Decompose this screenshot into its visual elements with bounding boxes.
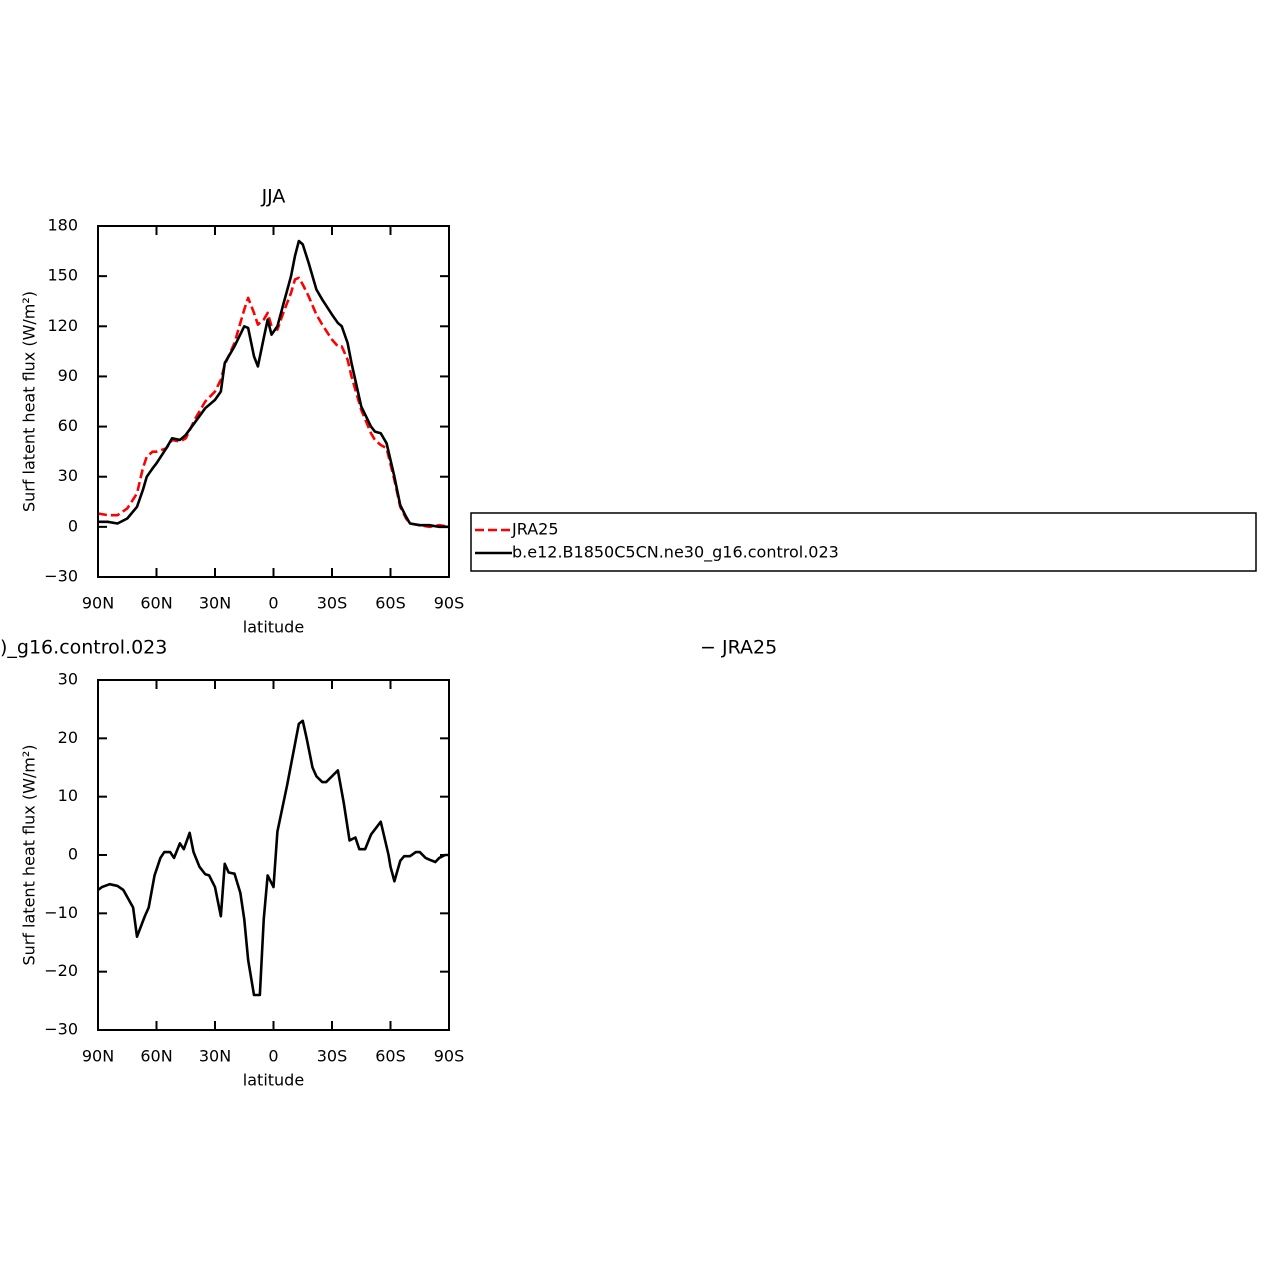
chart-title: − JRA25: [700, 637, 777, 659]
legend-label: b.e12.B1850C5CN.ne30_g16.control.023: [512, 543, 839, 563]
y-tick-label: −20: [44, 961, 78, 980]
x-tick-label: 30S: [317, 1047, 348, 1066]
y-axis-label: Surf latent heat flux (W/m²): [20, 744, 39, 965]
x-tick-label: 90N: [82, 1047, 114, 1066]
x-tick-label: 90N: [82, 594, 114, 613]
x-tick-label: 0: [268, 594, 278, 613]
y-tick-label: 30: [58, 670, 78, 689]
x-axis-label: latitude: [243, 618, 304, 637]
y-tick-label: −10: [44, 903, 78, 922]
legend-label: JRA25: [511, 520, 559, 539]
x-tick-label: 60S: [375, 1047, 406, 1066]
x-axis-label: latitude: [243, 1071, 304, 1090]
data-line: [98, 239, 449, 529]
y-tick-label: −30: [44, 1020, 78, 1039]
x-tick-label: 30N: [199, 1047, 231, 1066]
chart-title: )_g16.control.023: [0, 637, 167, 659]
plot-frame: [97, 225, 450, 578]
x-tick-label: 60S: [375, 594, 406, 613]
y-tick-label: 120: [47, 316, 78, 335]
y-tick-label: 180: [47, 216, 78, 235]
y-tick-label: 30: [58, 466, 78, 485]
x-tick-label: 90S: [434, 1047, 465, 1066]
x-tick-label: 30S: [317, 594, 348, 613]
legend-box: [470, 512, 1257, 572]
x-tick-label: 60N: [140, 1047, 172, 1066]
y-tick-label: −30: [44, 567, 78, 586]
y-tick-label: 150: [47, 266, 78, 285]
y-tick-label: 60: [58, 416, 78, 435]
y-tick-label: 0: [68, 845, 78, 864]
y-tick-label: 20: [58, 728, 78, 747]
x-tick-label: 90S: [434, 594, 465, 613]
y-tick-label: 90: [58, 366, 78, 385]
plot-frame: [97, 679, 450, 1031]
y-axis-label: Surf latent heat flux (W/m²): [20, 291, 39, 512]
y-tick-label: 10: [58, 786, 78, 805]
y-tick-label: 0: [68, 516, 78, 535]
x-tick-label: 60N: [140, 594, 172, 613]
x-tick-label: 30N: [199, 594, 231, 613]
data-line: [97, 276, 450, 529]
chart-title: JJA: [261, 186, 286, 208]
x-tick-label: 0: [268, 1047, 278, 1066]
data-line: [97, 719, 449, 997]
